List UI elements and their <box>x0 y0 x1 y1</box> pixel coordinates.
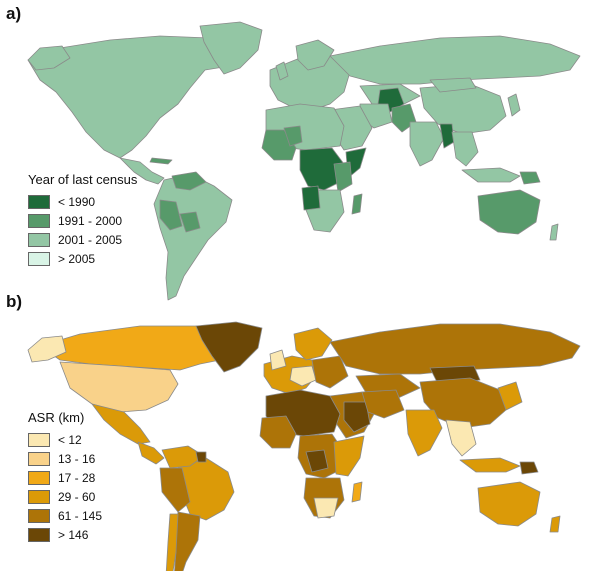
south-africa <box>313 497 339 519</box>
legend-b-item: 13 - 16 <box>28 449 102 468</box>
legend-b-item: > 146 <box>28 525 102 544</box>
australia <box>477 189 541 235</box>
colombia-venezuela <box>161 445 205 469</box>
india <box>409 121 445 167</box>
legend-b-swatch <box>28 489 50 504</box>
legend-b-item: < 12 <box>28 430 102 449</box>
legend-b-label: 17 - 28 <box>58 470 96 485</box>
china <box>419 377 507 429</box>
map-b-countries <box>27 321 581 571</box>
alaska <box>27 335 67 363</box>
mexico <box>91 403 151 445</box>
congo <box>305 449 329 473</box>
korea-japan <box>497 381 523 411</box>
legend-a-swatch <box>28 213 50 228</box>
new-zealand <box>549 223 559 241</box>
east-africa <box>333 435 365 477</box>
legend-b-swatch <box>28 432 50 447</box>
central-america <box>119 157 165 185</box>
angola <box>301 185 321 211</box>
usa <box>59 361 179 413</box>
legend-b: ASR (km) < 12 13 - 16 17 - 28 29 - 60 61… <box>28 410 102 544</box>
legend-b-label: 61 - 145 <box>58 508 103 523</box>
legend-b-title: ASR (km) <box>28 410 85 425</box>
map-a-countries <box>27 21 581 301</box>
legend-b-swatch <box>28 527 50 542</box>
legend-a-label: 1991 - 2000 <box>58 213 123 228</box>
legend-b-swatch <box>28 470 50 485</box>
southeast-asia <box>451 131 479 167</box>
legend-a-swatch <box>28 251 50 266</box>
legend-a-title: Year of last census <box>28 172 138 187</box>
uk-ireland <box>269 349 287 371</box>
guyana <box>195 451 207 463</box>
legend-b-label: 13 - 16 <box>58 451 96 466</box>
indonesia <box>459 457 521 473</box>
north-america <box>27 35 241 159</box>
peru <box>159 199 183 231</box>
cuba <box>149 157 173 165</box>
png <box>519 461 539 475</box>
russia <box>329 35 581 85</box>
legend-b-item: 61 - 145 <box>28 506 102 525</box>
scandinavia <box>293 327 333 361</box>
saudi-arabia <box>343 401 371 433</box>
mali <box>283 125 303 147</box>
legend-b-swatch <box>28 508 50 523</box>
central-europe <box>289 365 317 387</box>
legend-b-swatch <box>28 451 50 466</box>
madagascar <box>351 481 363 503</box>
legend-a-swatch <box>28 194 50 209</box>
greenland <box>195 321 263 373</box>
panel-b-label: b) <box>6 292 23 311</box>
legend-a-item: < 1990 <box>28 192 137 211</box>
legend-b-item: 29 - 60 <box>28 487 102 506</box>
central-america <box>137 441 165 465</box>
legend-b-item: 17 - 28 <box>28 468 102 487</box>
greenland <box>199 21 263 75</box>
png <box>519 171 541 185</box>
legend-a-label: > 2005 <box>58 251 96 266</box>
madagascar <box>351 193 363 215</box>
legend-b-label: 29 - 60 <box>58 489 96 504</box>
panel-a-label: a) <box>6 4 22 23</box>
mongolia <box>429 77 477 93</box>
iran-afghanistan <box>361 389 405 419</box>
legend-a: Year of last census < 1990 1991 - 2000 2… <box>28 172 137 268</box>
legend-a-item: > 2005 <box>28 249 137 268</box>
australia <box>477 481 541 527</box>
legend-a-item: 2001 - 2005 <box>28 230 137 249</box>
indonesia <box>461 167 521 183</box>
legend-b-label: > 146 <box>58 527 89 542</box>
venezuela <box>171 171 207 191</box>
new-zealand <box>549 515 561 533</box>
southeast-asia <box>445 419 477 457</box>
chile <box>165 513 179 571</box>
legend-a-item: 1991 - 2000 <box>28 211 137 230</box>
uk <box>275 61 289 81</box>
russia <box>329 323 581 375</box>
alaska <box>27 45 71 71</box>
china <box>419 83 507 135</box>
india <box>405 409 443 457</box>
legend-a-swatch <box>28 232 50 247</box>
legend-a-label: 2001 - 2005 <box>58 232 123 247</box>
central-africa <box>299 147 345 191</box>
scandinavia <box>295 39 335 71</box>
bolivia <box>179 211 201 233</box>
west-africa <box>259 415 297 449</box>
eastern-europe <box>311 355 349 389</box>
legend-a-label: < 1990 <box>58 194 96 209</box>
east-africa <box>333 161 353 193</box>
japan <box>507 93 521 117</box>
legend-b-label: < 12 <box>58 432 82 447</box>
peru-bolivia <box>159 467 191 513</box>
